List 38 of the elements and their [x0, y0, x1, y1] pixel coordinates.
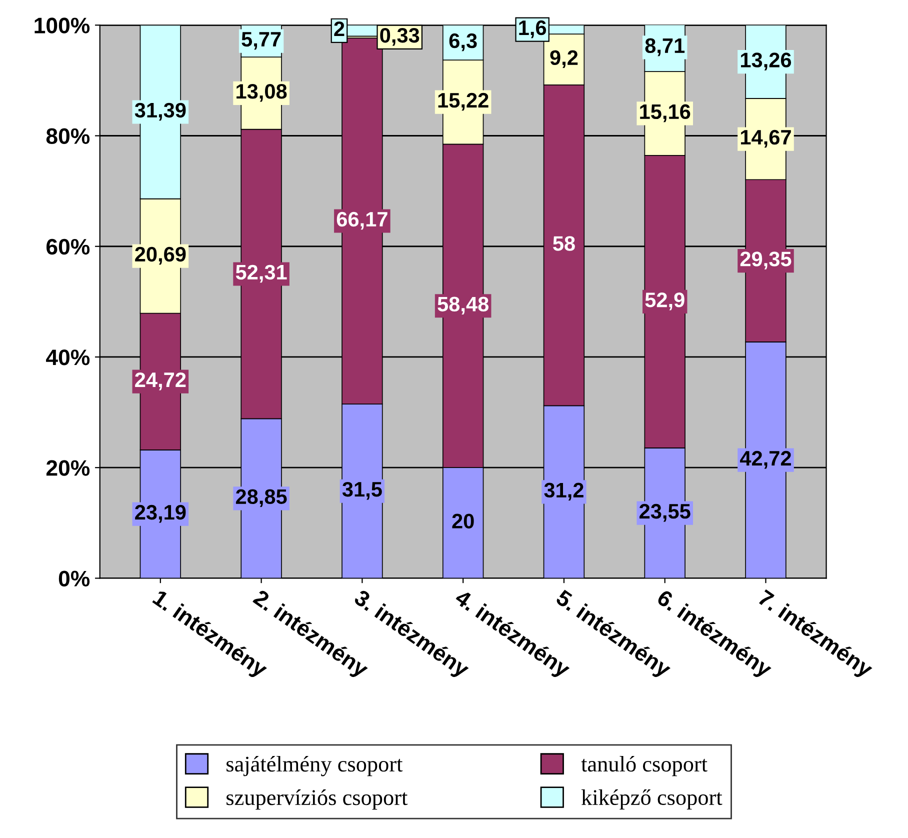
- data-label: 9,2: [550, 50, 578, 68]
- data-label: 0,33: [380, 28, 420, 46]
- data-label: 13,26: [740, 52, 792, 70]
- data-label: 28,85: [236, 489, 287, 508]
- y-tick-label: 60%: [46, 238, 90, 255]
- legend-label: sajátélmény csoport: [226, 756, 403, 776]
- data-label: 6,3: [449, 33, 477, 52]
- data-label: 20,69: [135, 246, 186, 265]
- data-label: 31,39: [134, 102, 186, 121]
- y-tick-label: 80%: [46, 128, 90, 144]
- data-label: 23,55: [640, 504, 690, 522]
- y-tick-label: 20%: [46, 460, 90, 476]
- legend-label: kiképző csoport: [581, 789, 722, 810]
- data-label: 31,5: [342, 482, 382, 500]
- data-label: 42,72: [740, 450, 791, 469]
- data-label: 2: [334, 22, 344, 36]
- data-label: 31,2: [544, 482, 584, 501]
- y-tick-label: 100%: [34, 18, 90, 34]
- y-tick-label: 40%: [46, 350, 90, 366]
- data-label: 14,67: [740, 130, 791, 148]
- data-label: 8,71: [645, 38, 685, 56]
- legend-label: tanuló csoport: [581, 756, 708, 776]
- data-label: 52,31: [236, 264, 287, 283]
- data-label: 23,19: [135, 504, 186, 523]
- data-label: 24,72: [135, 372, 186, 390]
- data-label: 15,16: [640, 104, 690, 122]
- legend-label: szupervíziós csoport: [226, 789, 408, 810]
- data-label: 58: [553, 236, 575, 251]
- data-label: 15,22: [438, 92, 488, 111]
- data-label: 52,9: [645, 292, 684, 310]
- data-label: 13,08: [236, 84, 287, 102]
- data-label: 20: [452, 514, 474, 529]
- data-label: 5,77: [242, 32, 281, 50]
- data-label: 29,35: [740, 252, 792, 270]
- data-label: 58,48: [438, 296, 489, 314]
- data-label: 66,17: [336, 212, 388, 230]
- y-tick-label: 0%: [58, 570, 90, 586]
- data-label: 1,6: [519, 20, 546, 38]
